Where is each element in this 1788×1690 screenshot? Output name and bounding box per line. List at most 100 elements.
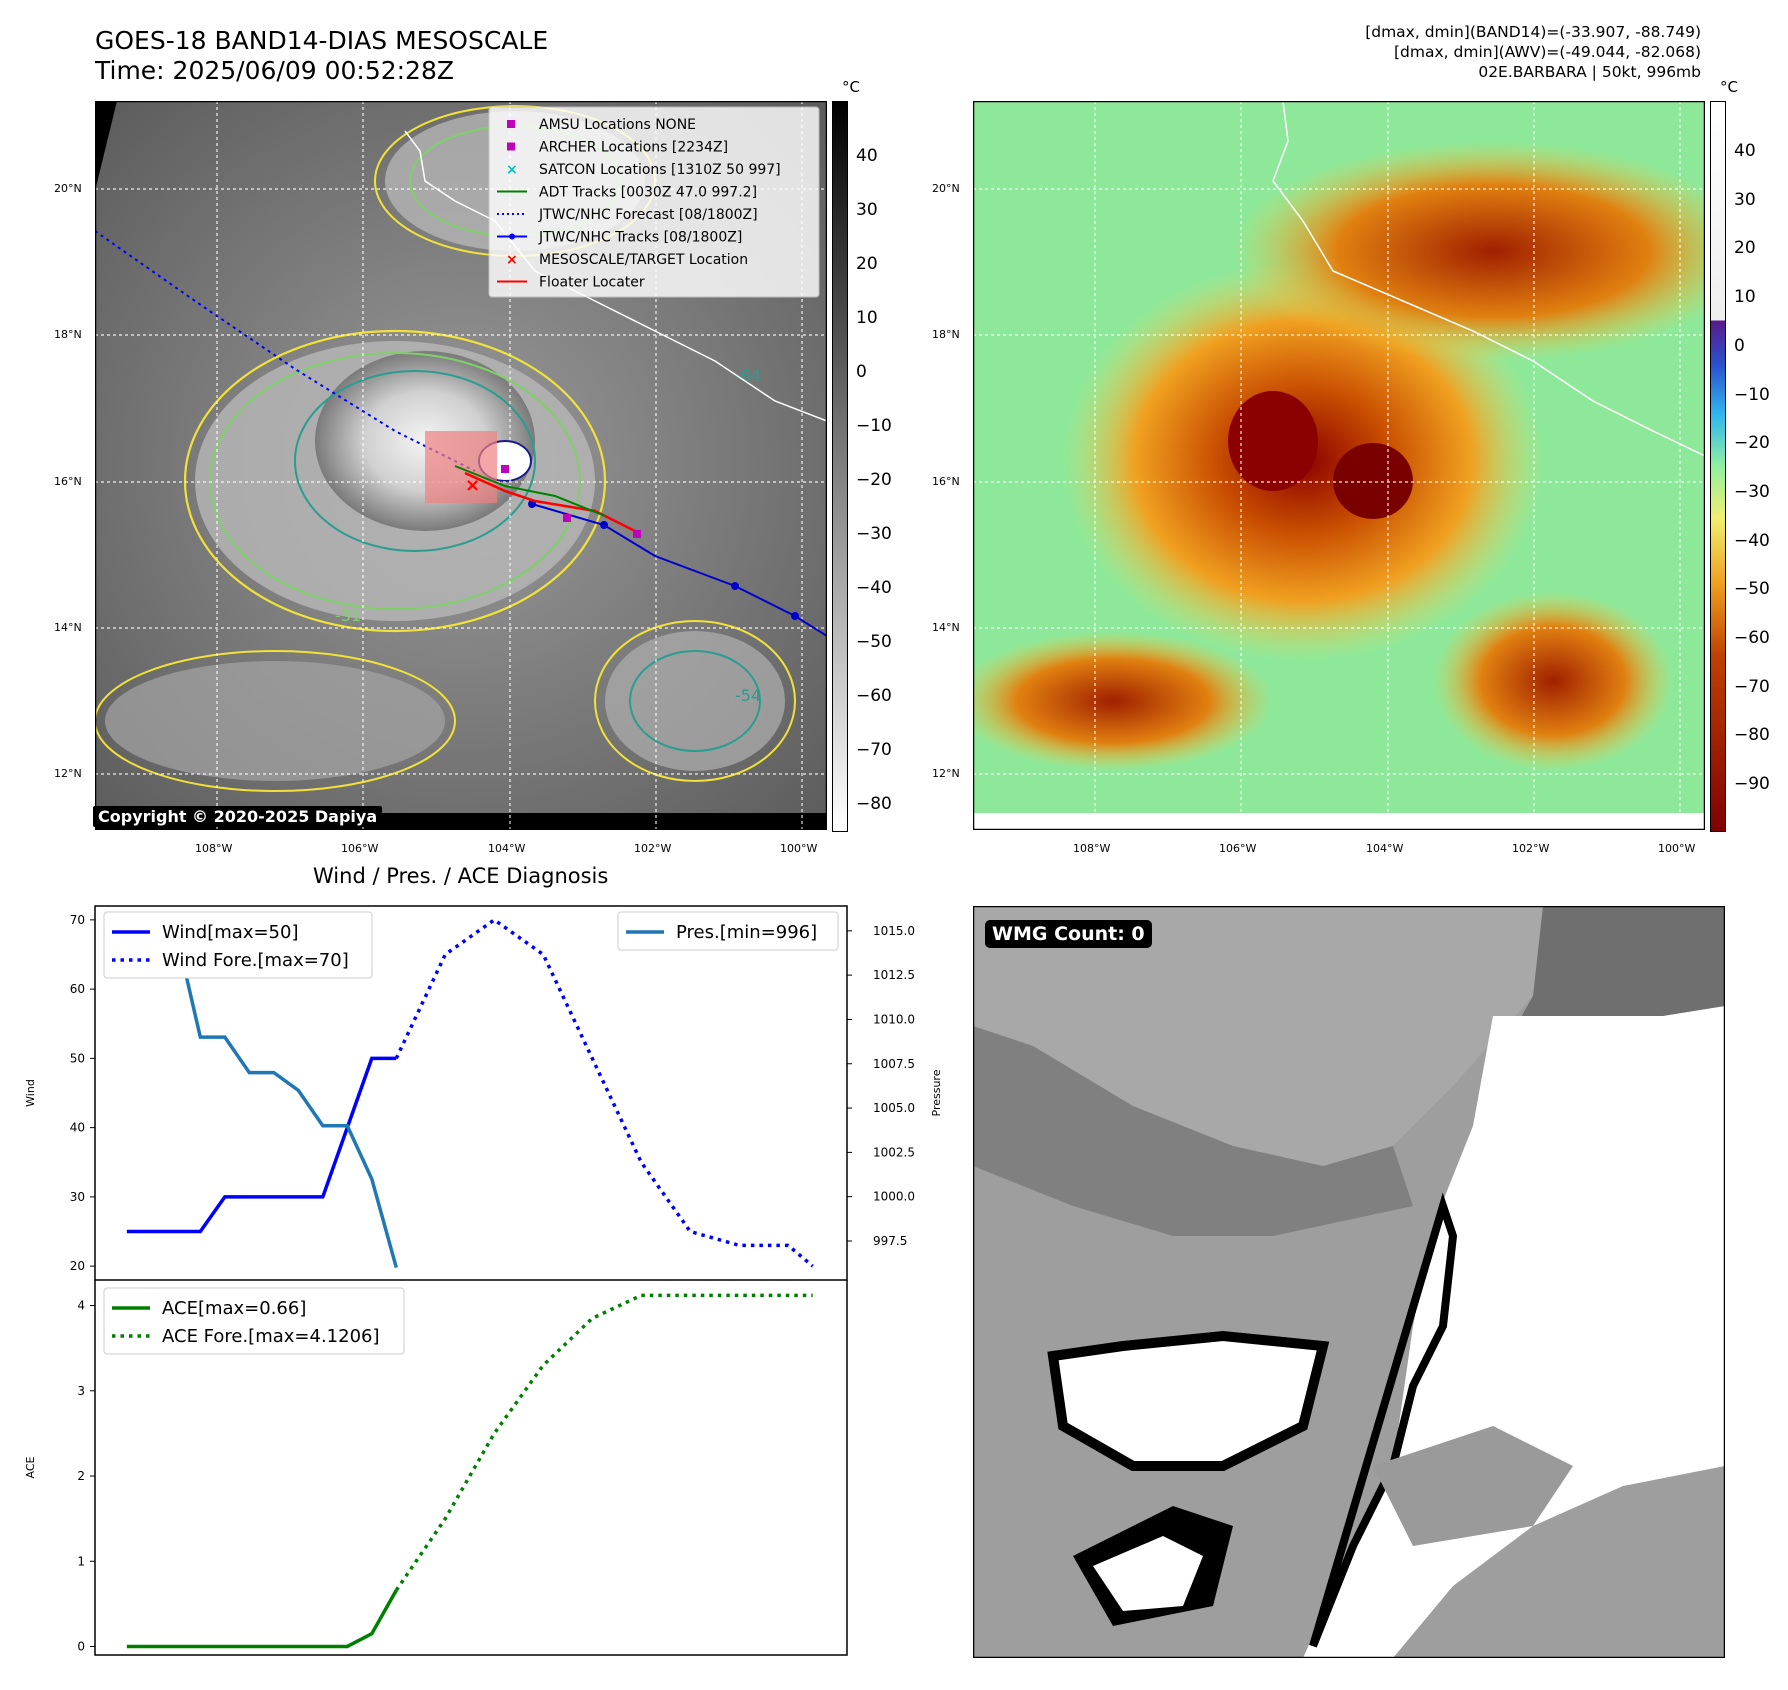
contour-label-54: -54	[735, 686, 761, 705]
lon-label: 108°W	[1073, 842, 1111, 855]
legend-label: Wind Fore.[max=70]	[162, 950, 349, 971]
colorbar-tick-label: −60	[856, 686, 892, 706]
colorbar-left-unit: °C	[842, 78, 860, 96]
colorbar-left	[832, 101, 848, 832]
archer-marker	[501, 465, 509, 473]
colorbar-tick-label: −80	[1734, 725, 1770, 746]
lat-label: 18°N	[54, 328, 82, 341]
series-line	[126, 1056, 397, 1234]
map-legend: AMSU Locations NONE ARCHER Locations [223…	[488, 106, 820, 298]
y2-tick-label: 1010.0	[873, 1012, 915, 1026]
y-tick-label: 30	[70, 1190, 85, 1204]
copyright-badge: Copyright © 2020-2025 Dapiya	[93, 806, 383, 827]
legend-label: JTWC/NHC Forecast [08/1800Z]	[538, 207, 758, 223]
wmg-region-mid	[973, 1026, 1413, 1236]
ir-map-panel: -64 -31 -54 × AMSU Locations NONE ARCHER …	[95, 101, 827, 830]
lat-label: 18°N	[932, 328, 960, 341]
y-axis-label: ACE	[24, 1456, 37, 1478]
legend-label: Floater Locater	[539, 275, 645, 291]
colorbar-tick-label: 20	[856, 254, 878, 274]
y-tick-label: 70	[70, 913, 85, 927]
colorbar-tick-label: −70	[856, 740, 892, 760]
colorbar-tick-label: −10	[1734, 384, 1770, 405]
legend-square-marker	[507, 142, 515, 151]
colorbar-tick-label: 10	[856, 308, 878, 328]
contour-teal	[294, 370, 536, 552]
archer-marker	[633, 530, 641, 538]
lat-label: 16°N	[54, 475, 82, 488]
colorbar-tick-label: −30	[856, 524, 892, 544]
awv-frame	[973, 101, 1705, 830]
ace-chart: 0 1 2 3 4 ACE ACE[max=0.66] ACE Fore.[max=4.120…	[24, 1280, 848, 1656]
wmg-edge-black	[1309, 1192, 1458, 1648]
contour-yellow-se	[594, 620, 796, 782]
legend-label: Pres.[min=996]	[676, 922, 817, 943]
chart-legend: Pres.[min=996]	[617, 911, 839, 951]
legend-label: SATCON Locations [1310Z 50 997]	[539, 162, 781, 178]
y2-tick-label: 1015.0	[873, 924, 915, 938]
lon-label: 100°W	[780, 842, 818, 855]
legend-entry: JTWC/NHC Forecast [08/1800Z]	[497, 207, 758, 223]
chart-legend: Wind[max=50] Wind Fore.[max=70]	[103, 911, 373, 979]
y-axis-label: Wind	[24, 1079, 37, 1107]
legend-box	[103, 911, 373, 979]
diagnosis-title: Wind / Pres. / ACE Diagnosis	[313, 864, 609, 888]
colorbar-tick-label: −60	[1734, 628, 1770, 648]
legend-label: ADT Tracks [0030Z 47.0 997.2]	[539, 185, 757, 201]
target-marker: ×	[465, 475, 480, 496]
legend-entry: ARCHER Locations [2234Z]	[507, 140, 728, 156]
colorbar-tick-label: −30	[1734, 481, 1770, 502]
track-point	[528, 500, 536, 508]
lat-label: 14°N	[932, 621, 960, 634]
lon-label: 102°W	[1512, 842, 1550, 855]
wmg-panel	[973, 906, 1725, 1658]
legend-dot-marker	[509, 233, 515, 240]
contour-teal-se	[629, 650, 761, 752]
y-tick-label: 4	[77, 1299, 85, 1313]
legend-label: ACE[max=0.66]	[162, 1298, 306, 1319]
colorbar-tick-label: 0	[856, 362, 867, 382]
eyewall-core	[1333, 443, 1413, 519]
lon-label: 104°W	[1366, 842, 1404, 855]
lon-label: 104°W	[488, 842, 526, 855]
y2-tick-label: 1007.5	[873, 1057, 915, 1071]
colorbar-tick-label: −90	[1734, 774, 1770, 795]
series-line	[394, 917, 814, 1268]
title-line-2: Time: 2025/06/09 00:52:28Z	[95, 56, 454, 85]
track-point	[791, 612, 799, 620]
coastline	[1272, 101, 1705, 457]
series-line	[394, 1293, 813, 1592]
contour-yellow-sw	[95, 650, 456, 792]
y2-tick-label: 1012.5	[873, 968, 915, 982]
y-tick-label: 50	[70, 1051, 85, 1065]
info-line-3: 02E.BARBARA | 50kt, 996mb	[1478, 63, 1701, 81]
y-tick-label: 0	[77, 1639, 85, 1653]
lat-label: 12°N	[54, 767, 82, 780]
contour-yellow	[183, 329, 607, 633]
wmg-white-spot	[1093, 1536, 1203, 1611]
wmg-frame	[973, 906, 1725, 1658]
colorbar-right-unit: °C	[1720, 78, 1738, 96]
legend-entry: AMSU Locations NONE	[507, 117, 696, 133]
awv-gridlines	[973, 101, 1705, 830]
legend-label: MESOSCALE/TARGET Location	[539, 252, 748, 268]
colorbar-tick-label: 30	[1734, 189, 1756, 210]
series-line	[126, 1589, 398, 1649]
colorbar-tick-label: 20	[1734, 238, 1756, 259]
colorbar-tick-label: −50	[1734, 579, 1770, 600]
lat-label: 12°N	[932, 767, 960, 780]
y-tick-label: 60	[70, 982, 85, 996]
legend-label: ACE Fore.[max=4.1206]	[162, 1326, 380, 1347]
archer-marker	[563, 514, 571, 522]
wmg-gray-spot	[1373, 1426, 1573, 1546]
colorbar-tick-label: 10	[1734, 287, 1756, 308]
y2-tick-label: 1005.0	[873, 1101, 915, 1115]
series-line	[126, 929, 398, 1269]
colorbar-tick-label: −20	[856, 470, 892, 490]
colorbar-tick-label: 40	[1734, 141, 1756, 161]
lon-label: 106°W	[1219, 842, 1257, 855]
colorbar-tick-label: −70	[1734, 676, 1770, 697]
colorbar-tick-label: −80	[856, 794, 892, 814]
lat-label: 20°N	[932, 182, 960, 195]
legend-entry: ADT Tracks [0030Z 47.0 997.2]	[497, 185, 757, 201]
